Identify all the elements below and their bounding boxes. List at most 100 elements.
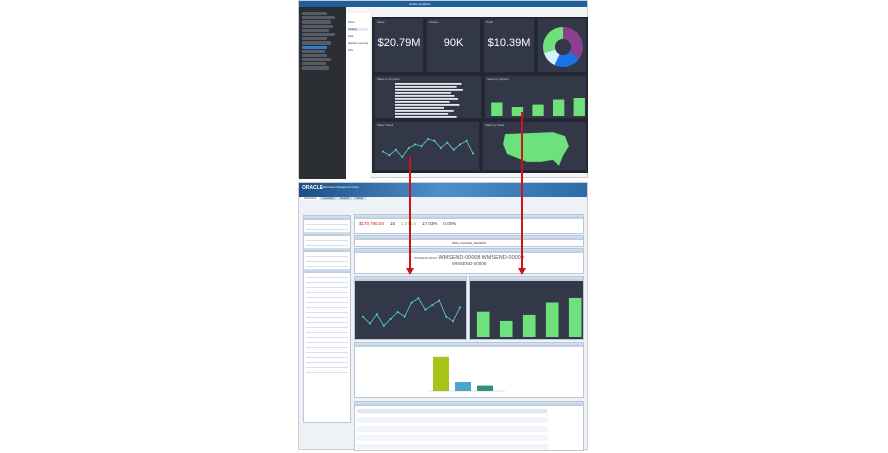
detail-table-section xyxy=(354,401,584,451)
line-point xyxy=(439,147,442,149)
cloud-word[interactable]: WMSEND-00008 xyxy=(438,255,481,261)
tab[interactable]: Inventory xyxy=(320,197,337,200)
column-bar xyxy=(545,302,559,337)
table-row xyxy=(356,431,548,436)
line-point xyxy=(424,308,427,311)
bar xyxy=(395,113,449,115)
tab-bar: Dashboard Inventory Reports Setup xyxy=(301,197,366,200)
line-point xyxy=(433,139,436,142)
donut-slice xyxy=(543,27,563,54)
bar xyxy=(395,104,460,106)
line-point xyxy=(403,315,406,318)
line-point xyxy=(401,156,404,158)
line-point xyxy=(382,150,384,153)
line-point xyxy=(388,154,391,157)
table-row xyxy=(356,444,548,450)
line-point xyxy=(445,315,448,318)
kpi-value: $10.39M xyxy=(487,37,531,49)
line-point xyxy=(472,152,474,155)
column-bar xyxy=(511,107,524,116)
nav-item[interactable]: Data xyxy=(348,35,354,38)
bar xyxy=(395,110,454,112)
bar xyxy=(395,83,462,85)
line-point xyxy=(452,148,455,151)
column-bar xyxy=(552,99,565,116)
kpi-tile-sales: Sales $20.79M xyxy=(374,18,424,73)
line-point xyxy=(452,320,455,323)
line-point xyxy=(417,297,420,300)
line-chart-section xyxy=(354,276,467,340)
table-row xyxy=(356,417,548,423)
kpi-value: 17.03% xyxy=(422,221,438,226)
tab[interactable]: Reports xyxy=(337,197,353,200)
table-row xyxy=(356,408,548,414)
line-point xyxy=(459,306,461,309)
line-point xyxy=(394,148,397,151)
column-bar xyxy=(522,314,536,337)
column-bar xyxy=(491,102,503,116)
line-point xyxy=(420,145,423,148)
kpi-value: 0.00% xyxy=(443,221,457,226)
stacked-bar xyxy=(433,356,449,391)
column-chart-section xyxy=(469,276,584,340)
map-tile: Sales by State xyxy=(482,121,587,171)
kpi-section: $170,760.04 15 1,575.6 17.03% 0.00% xyxy=(354,214,584,234)
bar xyxy=(395,101,450,103)
donut-slice xyxy=(563,27,583,59)
line-point xyxy=(389,317,392,320)
line-point xyxy=(446,141,449,144)
donut-slice xyxy=(543,49,560,66)
bar xyxy=(395,86,457,88)
nav-item[interactable]: Catalog xyxy=(348,28,368,31)
line-point xyxy=(438,299,441,302)
donut-slice xyxy=(554,51,580,67)
line-point xyxy=(362,315,364,318)
bar xyxy=(395,116,457,118)
arrow-column-chart xyxy=(521,112,523,269)
tab[interactable]: Setup xyxy=(353,197,366,200)
kpi-value: 15 xyxy=(390,221,396,226)
donut-hole xyxy=(555,39,571,55)
arrow-head xyxy=(406,268,414,275)
bar xyxy=(395,89,463,91)
line-point xyxy=(465,139,468,142)
left-filter-panel xyxy=(303,215,351,423)
line-series xyxy=(382,138,474,158)
line-point xyxy=(368,322,371,325)
title-bar: Oracle Analytics xyxy=(299,1,587,7)
line-point xyxy=(431,304,434,307)
column-bar xyxy=(476,311,490,337)
line-point xyxy=(414,143,417,146)
bar xyxy=(395,92,451,94)
kpi-value: $170,760.04 xyxy=(359,221,385,226)
bar xyxy=(395,107,444,109)
brand-subtitle: Warehouse Management Cloud xyxy=(323,186,359,189)
arrow-head xyxy=(518,268,526,275)
column-bar xyxy=(499,320,513,337)
bar xyxy=(395,98,458,100)
kpi-value: $20.79M xyxy=(377,37,421,49)
table-row xyxy=(356,440,548,445)
bottom-screenshot: ORACLE Warehouse Management Cloud Dashbo… xyxy=(298,182,588,451)
line-point xyxy=(407,147,410,149)
selected-wave: WRS_CHANGE_30102022 xyxy=(451,241,487,245)
header-banner: ORACLE Warehouse Management Cloud xyxy=(299,183,587,197)
line-point xyxy=(410,301,413,304)
navigator-tree xyxy=(299,7,346,179)
nav-item[interactable]: Home xyxy=(348,21,355,24)
line-point xyxy=(396,311,399,313)
nav-item[interactable]: Jobs xyxy=(348,49,354,52)
tab[interactable]: Dashboard xyxy=(301,197,320,200)
column-bar xyxy=(532,104,544,116)
cloud-word[interactable]: WMSEND-00008 xyxy=(451,261,487,266)
cloud-word[interactable]: WMSEND-00009 xyxy=(481,255,524,261)
table-row xyxy=(356,426,548,432)
cloud-word[interactable]: WMSEND-00007 xyxy=(414,256,438,260)
bar-list-tile: Sales by Product xyxy=(374,75,482,119)
line-point xyxy=(459,143,462,146)
line-tile: Sales Trend xyxy=(374,121,480,171)
side-nav: Home Catalog Data Machine Learning Jobs xyxy=(346,13,370,179)
stacked-chart-section xyxy=(354,342,584,398)
nav-item[interactable]: Machine Learning xyxy=(348,42,368,45)
line-point xyxy=(375,313,378,316)
